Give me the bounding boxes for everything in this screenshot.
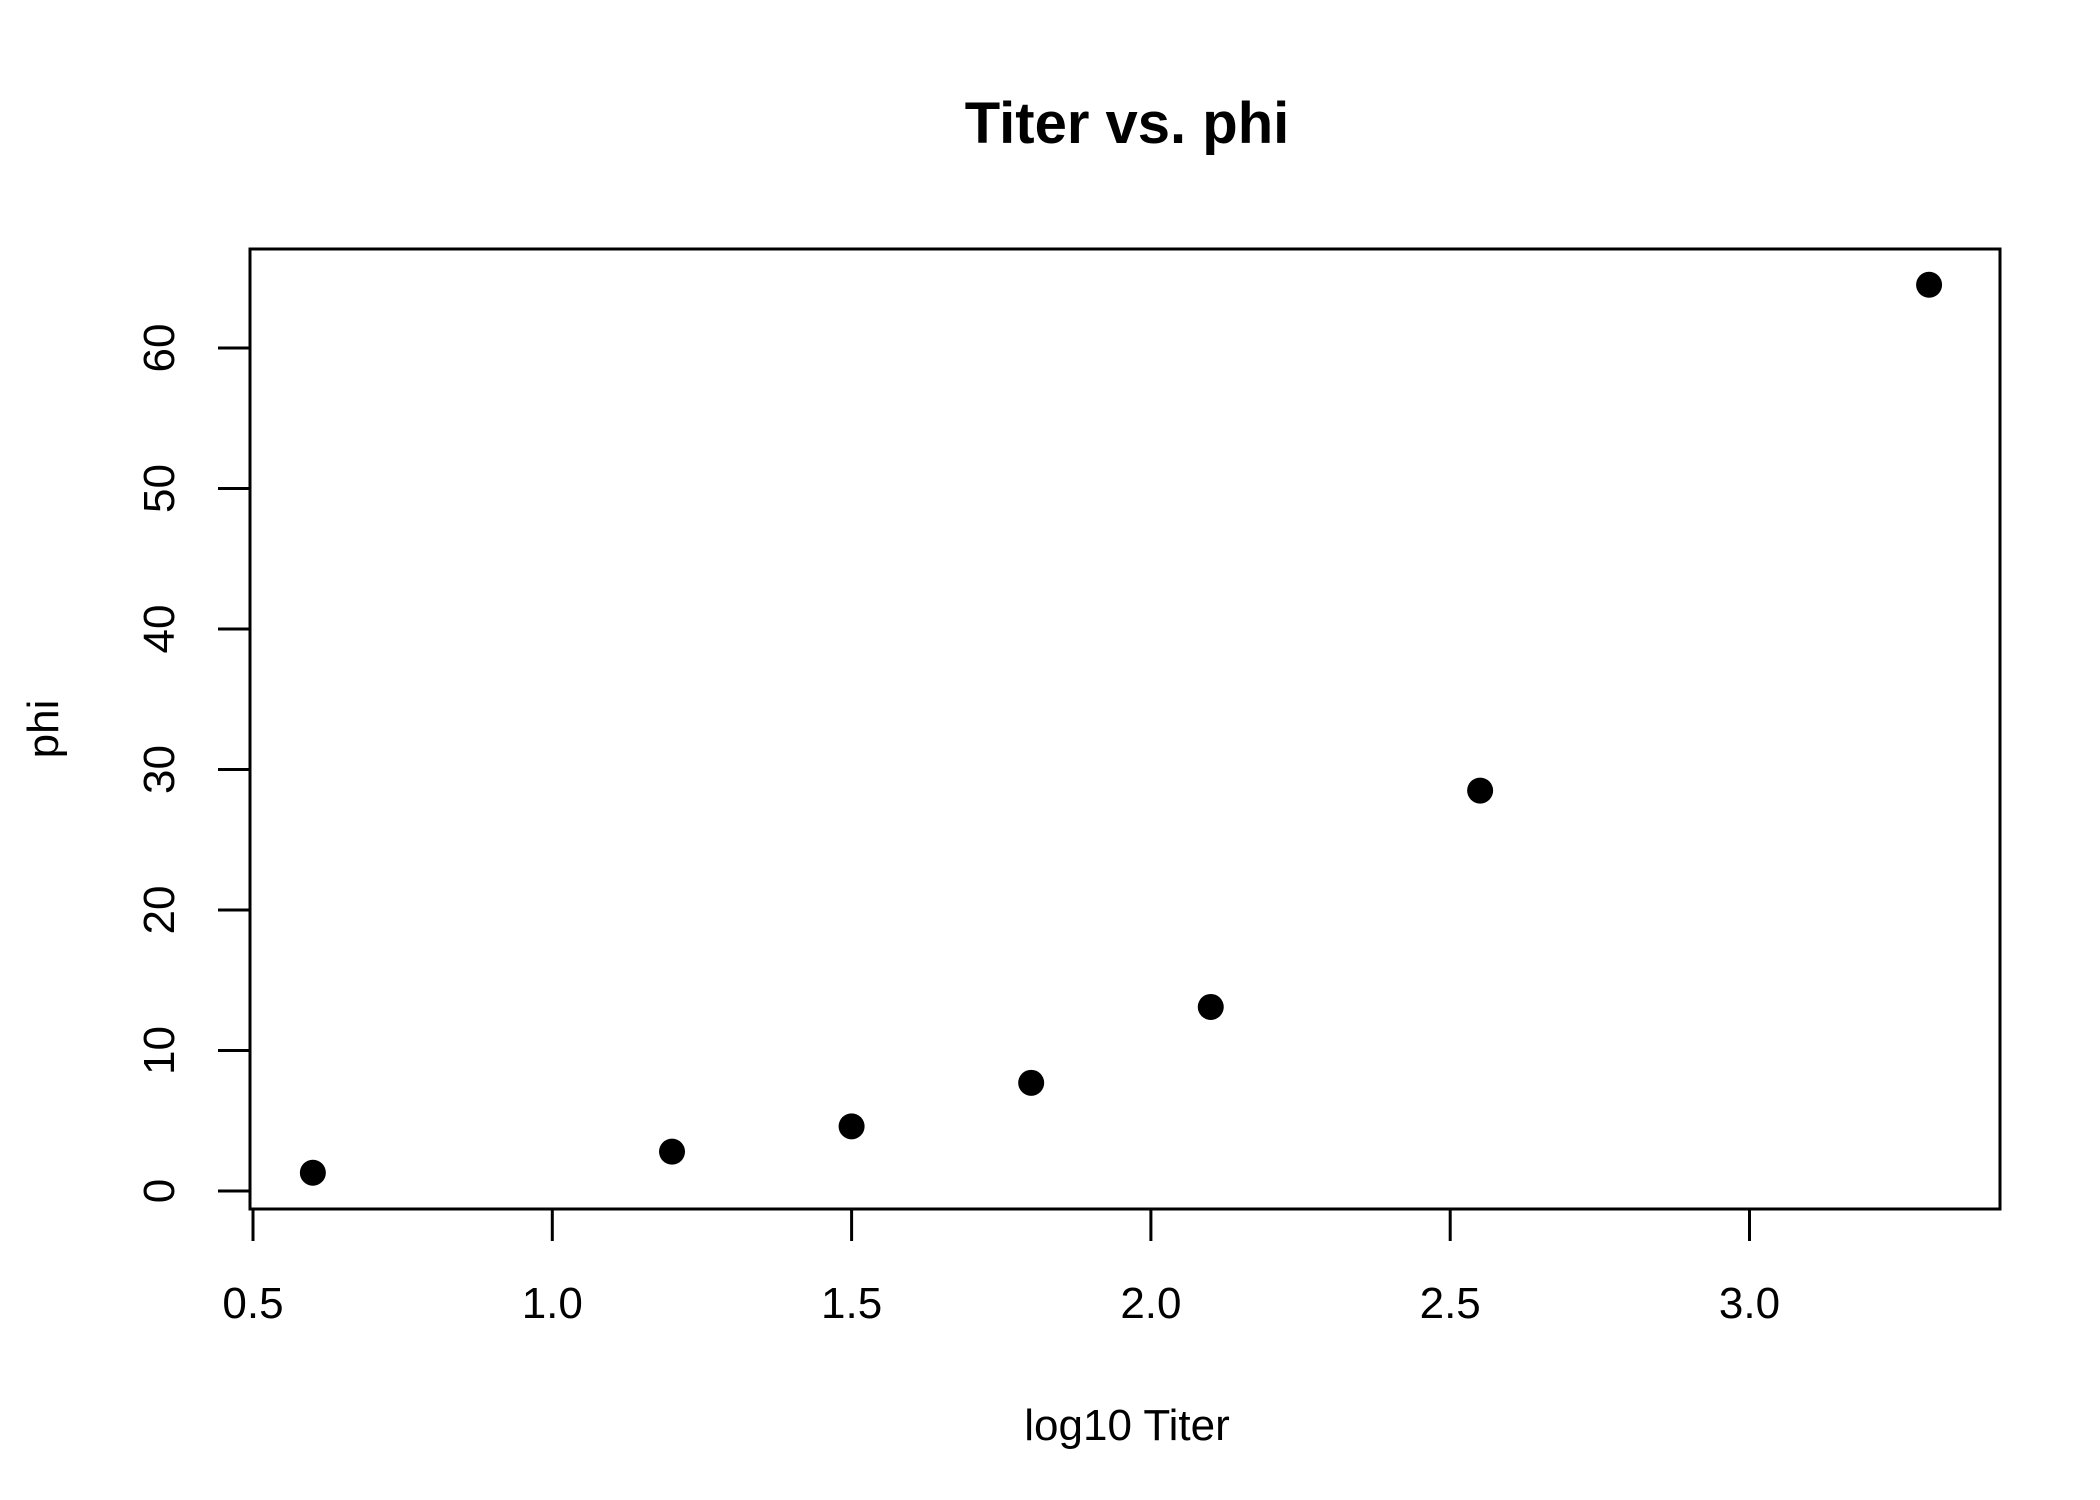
y-tick-label: 50 [135,464,184,513]
x-tick-label: 1.5 [821,1279,882,1328]
x-tick-label: 3.0 [1719,1279,1780,1328]
y-tick-label: 30 [135,745,184,794]
x-tick-label: 2.0 [1120,1279,1181,1328]
data-point [1197,993,1224,1020]
x-tick-label: 2.5 [1420,1279,1481,1328]
x-tick-label: 1.0 [522,1279,583,1328]
data-point [299,1159,326,1186]
data-point [1467,777,1494,804]
data-point [1916,271,1943,298]
y-tick-label: 10 [135,1026,184,1075]
x-axis: 0.5 1.0 1.5 2.0 2.5 3.0 [222,1207,1780,1328]
plot-frame [248,247,2002,1211]
y-axis: 0 10 20 30 40 50 60 [135,324,252,1203]
chart-title: Titer vs. phi [965,91,1289,156]
data-points [299,271,1943,1186]
data-point [659,1138,686,1165]
data-point [838,1113,865,1140]
y-tick-label: 40 [135,605,184,654]
y-tick-label: 0 [135,1179,184,1203]
y-axis-label: phi [19,700,68,759]
x-axis-label: log10 Titer [1024,1401,1229,1450]
data-point [1018,1069,1045,1096]
y-tick-label: 60 [135,324,184,373]
y-tick-label: 20 [135,886,184,935]
x-tick-label: 0.5 [222,1279,283,1328]
